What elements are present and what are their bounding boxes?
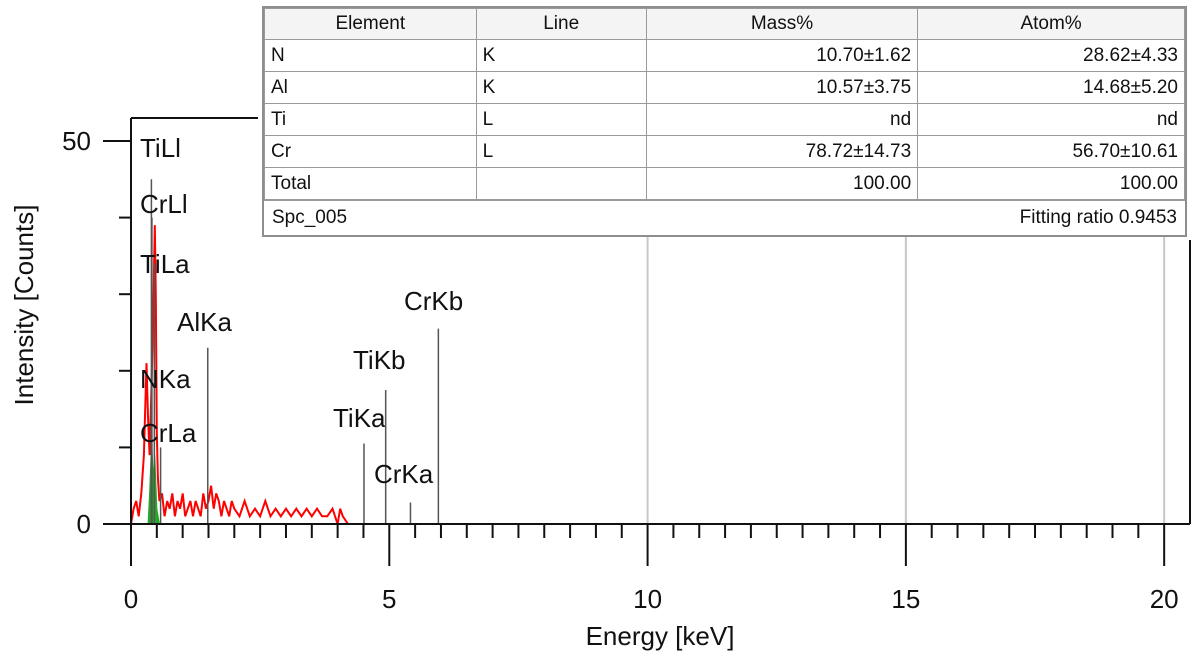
column-header-mass[interactable]: Mass% <box>645 8 919 40</box>
cell-mass: 10.57±3.75 <box>645 71 919 104</box>
peak-markers: TiLl CrLl TiLa AlKa NKa CrLa TiKa TiKb CrKa CrKb <box>140 133 463 524</box>
cell-atom: 14.68±5.20 <box>917 71 1185 104</box>
cell-atom: 100.00 <box>917 167 1185 200</box>
y-tick-label: 0 <box>77 509 91 539</box>
cell-element: Cr <box>264 135 477 168</box>
column-header-atom[interactable]: Atom% <box>917 8 1185 40</box>
marker-label-crkb: CrKb <box>404 286 463 316</box>
column-header-element[interactable]: Element <box>264 8 477 40</box>
x-tick-label: 10 <box>633 584 662 614</box>
table-header-row: Element Line Mass% Atom% <box>264 8 1185 40</box>
marker-label-nka: NKa <box>140 364 191 394</box>
x-tick-label: 5 <box>382 584 396 614</box>
axes: 0 5 10 15 20 0 50 <box>62 117 1191 614</box>
table-row: Al K 10.57±3.75 14.68±5.20 <box>264 71 1185 104</box>
cell-atom: nd <box>917 103 1185 136</box>
cell-mass: 100.00 <box>645 167 919 200</box>
table-footer: Spc_005 Fitting ratio 0.9453 <box>264 200 1185 235</box>
marker-label-crll: CrLl <box>140 189 188 219</box>
marker-label-tikb: TiKb <box>353 345 406 375</box>
spectrum-name: Spc_005 <box>272 207 348 228</box>
marker-label-crka: CrKa <box>374 459 434 489</box>
quantification-table-panel: Element Line Mass% Atom% N K 10.70±1.62 … <box>262 6 1187 237</box>
table-row: Cr L 78.72±14.73 56.70±10.61 <box>264 135 1185 168</box>
marker-label-tila: TiLa <box>140 249 190 279</box>
cell-atom: 56.70±10.61 <box>917 135 1185 168</box>
cell-line: K <box>475 71 647 104</box>
table-row-total: Total 100.00 100.00 <box>264 167 1185 200</box>
cell-element: Total <box>264 167 477 200</box>
x-tick-label: 15 <box>891 584 920 614</box>
cell-mass: 78.72±14.73 <box>645 135 919 168</box>
table-row: Ti L nd nd <box>264 103 1185 136</box>
marker-label-alka: AlKa <box>177 307 232 337</box>
cell-mass: nd <box>645 103 919 136</box>
column-header-line[interactable]: Line <box>475 8 647 40</box>
x-tick-label: 20 <box>1150 584 1179 614</box>
quantification-table: Element Line Mass% Atom% N K 10.70±1.62 … <box>264 8 1185 200</box>
cell-mass: 10.70±1.62 <box>645 39 919 72</box>
marker-label-till: TiLl <box>140 133 181 163</box>
marker-label-crla: CrLa <box>140 418 197 448</box>
y-axis-label: Intensity [Counts] <box>9 205 39 406</box>
cell-line: L <box>475 103 647 136</box>
marker-label-tika: TiKa <box>333 403 386 433</box>
spectrum-series <box>130 225 1190 525</box>
table-row: N K 10.70±1.62 28.62±4.33 <box>264 39 1185 72</box>
cell-line: K <box>475 39 647 72</box>
cell-atom: 28.62±4.33 <box>917 39 1185 72</box>
spectrum-line <box>130 225 1190 525</box>
x-axis-label: Energy [keV] <box>586 621 735 651</box>
x-tick-label: 0 <box>124 584 138 614</box>
y-tick-label: 50 <box>62 126 91 156</box>
fitting-ratio: Fitting ratio 0.9453 <box>1019 207 1177 228</box>
cell-element: Al <box>264 71 477 104</box>
cell-element: Ti <box>264 103 477 136</box>
cell-line <box>475 167 647 200</box>
cell-element: N <box>264 39 477 72</box>
cell-line: L <box>475 135 647 168</box>
